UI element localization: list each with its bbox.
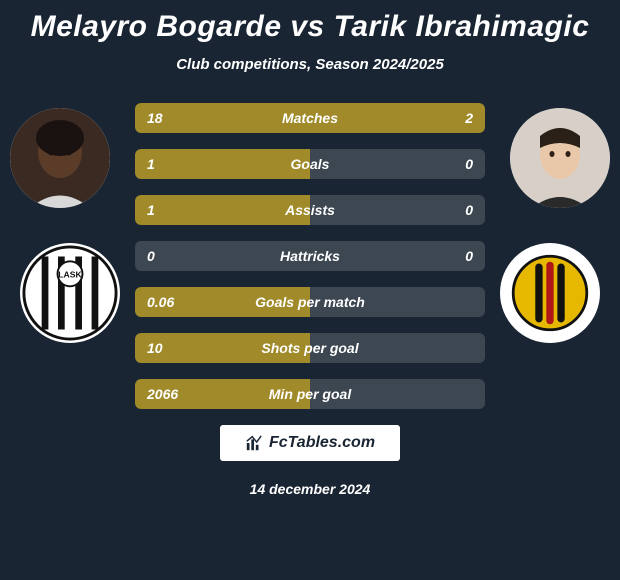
- stat-label: Goals per match: [135, 287, 485, 317]
- stat-label: Matches: [135, 103, 485, 133]
- club-right-badge: [500, 243, 600, 343]
- stat-row: 1Goals0: [135, 149, 485, 179]
- comparison-panel: LASK 18Matches21Goals01Assists00Hattrick…: [0, 103, 620, 409]
- subtitle: Club competitions, Season 2024/2025: [0, 56, 620, 73]
- stat-row: 18Matches2: [135, 103, 485, 133]
- stat-row: 1Assists0: [135, 195, 485, 225]
- stat-label: Assists: [135, 195, 485, 225]
- club-left-badge: LASK: [20, 243, 120, 343]
- stat-value-right: 0: [465, 241, 473, 271]
- stat-bars: 18Matches21Goals01Assists00Hattricks00.0…: [135, 103, 485, 409]
- stat-value-right: 0: [465, 195, 473, 225]
- stat-label: Min per goal: [135, 379, 485, 409]
- page-title: Melayro Bogarde vs Tarik Ibrahimagic: [0, 0, 620, 44]
- stat-row: 10Shots per goal: [135, 333, 485, 363]
- brand-badge[interactable]: FcTables.com: [220, 425, 400, 461]
- player-right-avatar: [510, 108, 610, 208]
- stat-value-right: 2: [465, 103, 473, 133]
- stat-label: Hattricks: [135, 241, 485, 271]
- club-left-label: LASK: [58, 270, 82, 280]
- stat-row: 0.06Goals per match: [135, 287, 485, 317]
- stat-row: 0Hattricks0: [135, 241, 485, 271]
- snapshot-date: 14 december 2024: [0, 481, 620, 497]
- player-left-avatar: [10, 108, 110, 208]
- stat-row: 2066Min per goal: [135, 379, 485, 409]
- stat-label: Shots per goal: [135, 333, 485, 363]
- brand-chart-icon: [245, 434, 263, 452]
- brand-label: FcTables.com: [269, 434, 375, 452]
- stat-value-right: 0: [465, 149, 473, 179]
- stat-label: Goals: [135, 149, 485, 179]
